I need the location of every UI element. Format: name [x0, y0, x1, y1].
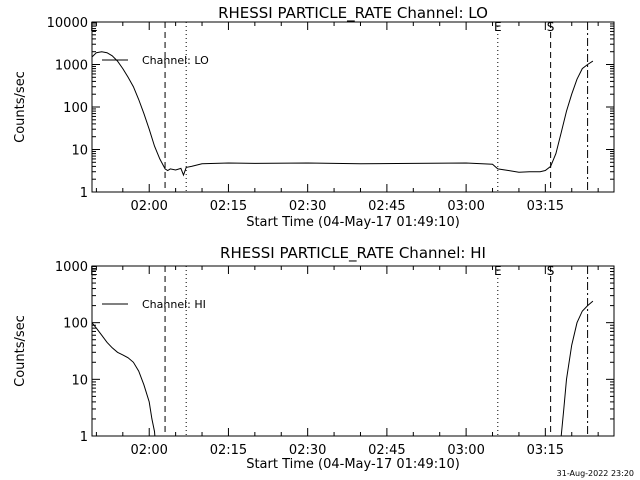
- y-tick-label: 1: [80, 186, 88, 201]
- y-tick-label: 100: [63, 101, 88, 116]
- y-tick-label: 1000: [55, 59, 88, 74]
- y-tick-label: 10: [71, 144, 88, 159]
- x-axis-label: Start Time (04-May-17 01:49:10): [246, 457, 460, 472]
- y-axis-label: Counts/sec: [13, 315, 28, 387]
- event-marker-label: E: [90, 264, 98, 278]
- x-tick-label: 02:45: [368, 199, 405, 214]
- y-axis-label: Counts/sec: [13, 71, 28, 143]
- x-tick-label: 03:15: [527, 443, 564, 458]
- event-marker-label: S: [547, 20, 555, 34]
- legend-label: Channel: HI: [142, 298, 206, 311]
- x-axis-label: Start Time (04-May-17 01:49:10): [246, 215, 460, 230]
- event-marker-label: S: [547, 264, 555, 278]
- x-tick-label: 02:15: [210, 199, 247, 214]
- y-tick-label: 10000: [47, 16, 88, 31]
- x-tick-label: 02:15: [210, 443, 247, 458]
- y-tick-label: 1000: [55, 260, 88, 275]
- x-tick-label: 03:00: [447, 443, 484, 458]
- plot-frame: [91, 265, 615, 437]
- series-line: [560, 300, 594, 436]
- event-marker-label: E: [90, 20, 98, 34]
- x-tick-label: 02:30: [289, 199, 326, 214]
- x-tick-label: 02:45: [368, 443, 405, 458]
- x-tick-label: 03:15: [527, 199, 564, 214]
- plot-frame: [91, 21, 615, 193]
- y-tick-label: 1: [80, 430, 88, 445]
- legend-label: Channel: LO: [142, 54, 209, 67]
- x-tick-label: 03:00: [447, 199, 484, 214]
- chart-title: RHESSI PARTICLE_RATE Channel: HI: [220, 244, 486, 263]
- x-tick-label: 02:00: [130, 443, 167, 458]
- event-marker-label: E: [494, 264, 502, 278]
- y-tick-label: 10: [71, 373, 88, 388]
- chart-title: RHESSI PARTICLE_RATE Channel: LO: [218, 4, 488, 23]
- series-line: [92, 51, 594, 177]
- y-tick-label: 100: [63, 317, 88, 332]
- series-line: [92, 322, 156, 436]
- event-marker-label: E: [494, 20, 502, 34]
- x-tick-label: 02:30: [289, 443, 326, 458]
- x-tick-label: 02:00: [130, 199, 167, 214]
- plot-timestamp: 31-Aug-2022 23:20: [556, 469, 634, 478]
